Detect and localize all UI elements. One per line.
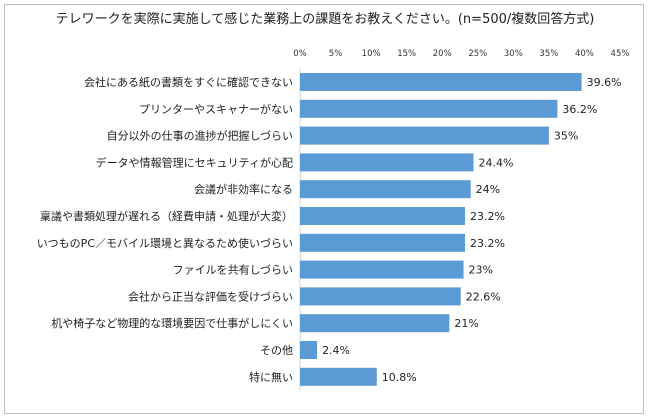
data-label: 10.8%: [382, 371, 417, 384]
data-label: 23%: [469, 264, 493, 277]
x-tick-label: 40%: [575, 49, 594, 59]
bar: [300, 233, 465, 252]
bar: [300, 341, 318, 359]
x-tick-label: 15%: [397, 49, 416, 59]
data-label: 23.2%: [470, 237, 505, 250]
data-label: 24.4%: [479, 156, 514, 169]
data-label: 36.2%: [562, 103, 597, 116]
x-tick-label: 10%: [362, 49, 381, 59]
data-label: 39.6%: [587, 76, 622, 89]
bar: [300, 367, 377, 386]
data-label: 2.4%: [322, 344, 350, 357]
category-label: データや情報管理にセキュリティが心配: [96, 155, 293, 169]
x-tick-label: 0%: [293, 49, 307, 59]
category-label: 特に無い: [249, 370, 293, 384]
category-label: いつものPC／モバイル環境と異なるため使いづらい: [37, 236, 293, 250]
bar: [300, 153, 474, 172]
data-label: 22.6%: [466, 290, 501, 303]
bar: [300, 126, 549, 145]
bar: [300, 99, 558, 118]
bar: [300, 260, 464, 279]
x-tick-label: 5%: [329, 49, 343, 59]
bar: [300, 73, 582, 91]
category-label: 自分以外の仕事の進捗が把握しづらい: [107, 129, 293, 143]
bar: [300, 180, 471, 199]
category-label: その他: [260, 344, 293, 357]
bar: [300, 314, 450, 333]
category-label: 稟議や書類処理が遅れる（経費申請・処理が大変）: [40, 209, 293, 223]
x-tick-label: 30%: [504, 49, 523, 59]
bar: [300, 207, 465, 225]
x-tick-label: 35%: [539, 49, 558, 59]
chart-title: テレワークを実際に実施して感じた業務上の課題をお教えください。(n=500/複数…: [55, 12, 595, 27]
x-tick-label: 25%: [468, 49, 487, 59]
data-label: 21%: [454, 317, 478, 330]
x-tick-label: 45%: [611, 49, 630, 59]
category-label: 会議が非効率になる: [194, 182, 293, 196]
data-label: 23.2%: [470, 210, 505, 223]
category-label: 会社にある紙の書類をすぐに確認できない: [84, 75, 293, 89]
category-label: 机や椅子など物理的な環境要因で仕事がしにくい: [51, 316, 293, 330]
category-label: プリンターやスキャナーがない: [139, 102, 293, 116]
data-label: 24%: [476, 183, 500, 196]
data-label: 35%: [554, 130, 578, 143]
category-label: ファイルを共有しづらい: [173, 263, 293, 277]
bar: [300, 287, 461, 306]
x-tick-label: 20%: [433, 49, 452, 59]
category-label: 会社から正当な評価を受けづらい: [128, 289, 293, 303]
